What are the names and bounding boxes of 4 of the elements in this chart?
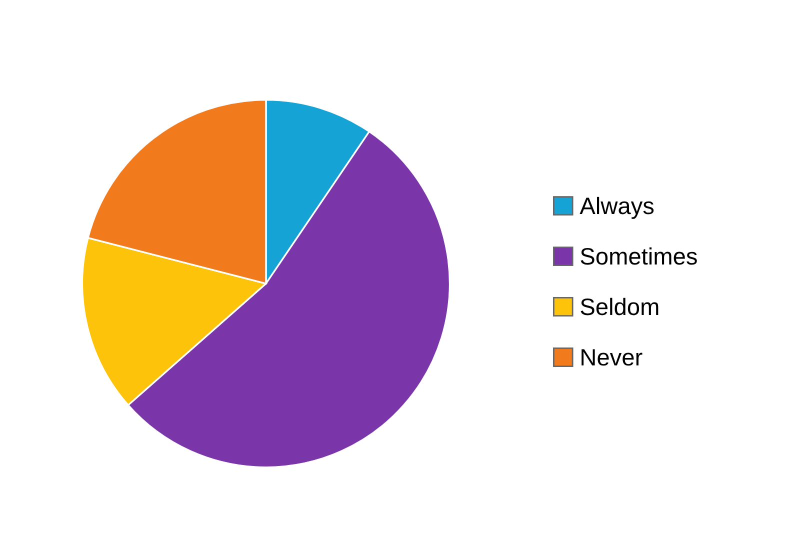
legend-label: Never: [582, 349, 642, 366]
legend-label: Always: [580, 196, 654, 219]
legend-label: Sometimes: [580, 247, 697, 265]
legend-label: Seldom: [580, 298, 658, 316]
